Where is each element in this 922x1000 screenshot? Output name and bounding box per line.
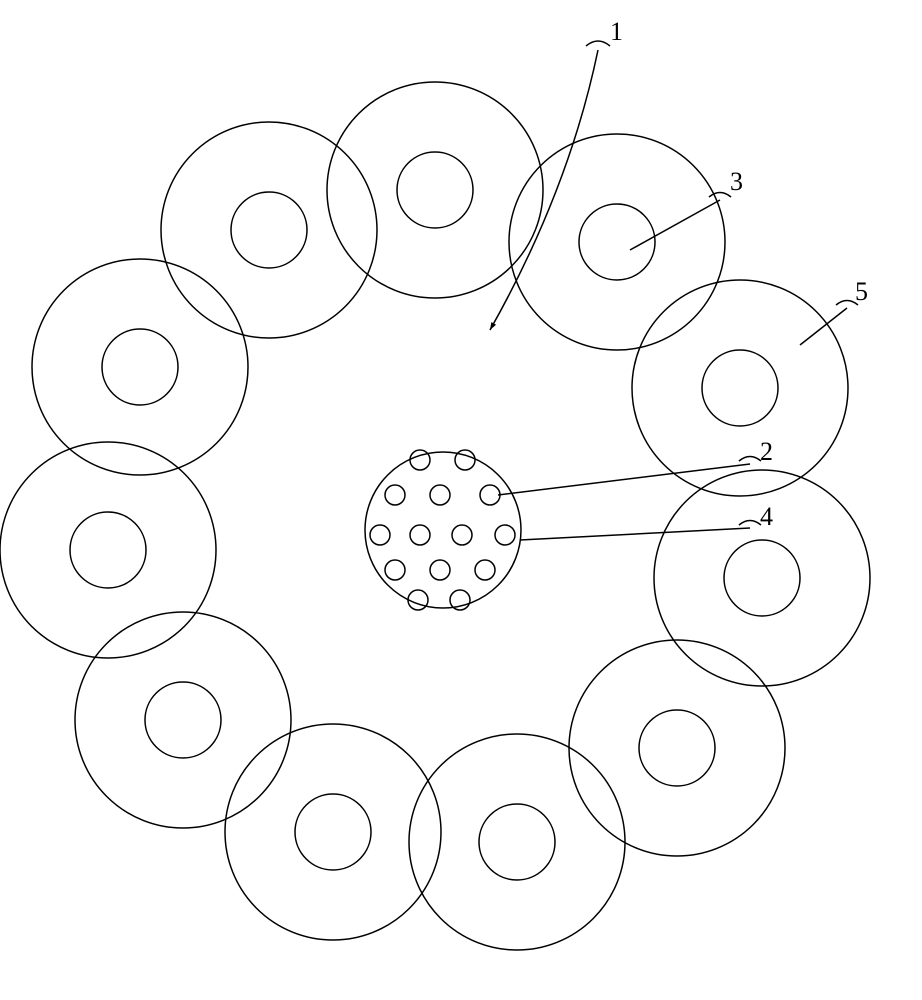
label-3: 3 <box>730 167 743 196</box>
label-4: 4 <box>760 502 773 531</box>
label-2: 2 <box>760 437 773 466</box>
label-5: 5 <box>855 277 868 306</box>
label-1: 1 <box>610 17 623 46</box>
technical-diagram: 1 3 5 2 4 <box>0 0 922 1000</box>
